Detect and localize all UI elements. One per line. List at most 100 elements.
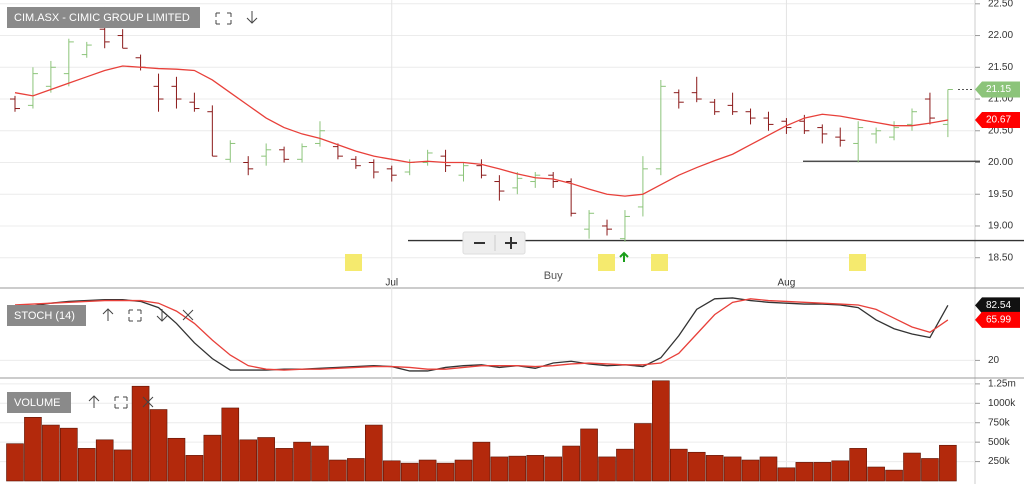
volume-bar bbox=[347, 458, 365, 482]
stoch-header[interactable]: STOCH (14) bbox=[7, 305, 86, 326]
volume-bar bbox=[293, 441, 311, 482]
y-tick-label: 21.00 bbox=[988, 94, 1013, 105]
zoom-control[interactable] bbox=[462, 231, 526, 255]
volume-bar bbox=[364, 424, 383, 482]
moving-average bbox=[14, 65, 948, 197]
volume-bar bbox=[6, 443, 24, 482]
volume-bar bbox=[382, 460, 401, 482]
volume-header[interactable]: VOLUME bbox=[7, 392, 71, 413]
price-header[interactable]: CIM.ASX - CIMIC GROUP LIMITED bbox=[7, 7, 200, 28]
close-icon[interactable] bbox=[182, 309, 194, 321]
volume-bar bbox=[562, 445, 580, 482]
value-tag bbox=[975, 111, 1020, 128]
volume-bar bbox=[490, 456, 509, 482]
title-button[interactable] bbox=[7, 7, 200, 28]
value-tag bbox=[975, 81, 1020, 98]
chart-title: CIM.ASX - CIMIC GROUP LIMITED bbox=[14, 12, 190, 24]
expand-icon[interactable] bbox=[215, 12, 232, 25]
volume-bar bbox=[885, 469, 903, 482]
down-icon[interactable] bbox=[156, 309, 168, 322]
volume-bar bbox=[436, 462, 455, 482]
volume-bar bbox=[400, 462, 419, 482]
volume-bar bbox=[257, 437, 275, 482]
y-tick-label: 20.00 bbox=[988, 157, 1013, 168]
note-icon[interactable] bbox=[598, 254, 615, 271]
zoom-icons[interactable] bbox=[474, 237, 517, 249]
up-icon[interactable] bbox=[88, 395, 100, 408]
volume-bar bbox=[311, 445, 329, 482]
value-tag-label: 21.15 bbox=[986, 84, 1011, 95]
value-tag-label: 65.99 bbox=[986, 315, 1011, 326]
title-button[interactable] bbox=[7, 305, 86, 326]
down-icon[interactable] bbox=[246, 11, 258, 24]
y-tick-label: 250k bbox=[988, 456, 1011, 467]
volume-bar bbox=[508, 455, 527, 482]
note-icon[interactable] bbox=[651, 254, 668, 271]
volume-bar bbox=[723, 456, 742, 482]
expand-icon[interactable] bbox=[114, 396, 128, 409]
volume-bar bbox=[544, 456, 563, 482]
volume-bar bbox=[60, 427, 78, 482]
y-tick-label: 19.00 bbox=[988, 221, 1013, 232]
volume-bar bbox=[24, 416, 42, 482]
y-tick-label: 19.50 bbox=[988, 189, 1013, 200]
annotation: Buy bbox=[544, 270, 563, 282]
y-tick-label: 750k bbox=[988, 417, 1011, 428]
x-tick-label: Jul bbox=[385, 278, 398, 289]
note-icon[interactable] bbox=[849, 254, 866, 271]
volume-bar bbox=[95, 439, 114, 482]
expand-icon[interactable] bbox=[128, 309, 142, 322]
y-tick-label: 20.50 bbox=[988, 125, 1013, 136]
volume-bar bbox=[634, 423, 652, 482]
volume-bar bbox=[77, 448, 96, 482]
volume-bar bbox=[616, 448, 634, 482]
volume-bar bbox=[705, 455, 724, 482]
value-tag bbox=[975, 297, 1020, 314]
volume-bar bbox=[777, 467, 796, 482]
volume-bar bbox=[669, 448, 688, 482]
close-icon[interactable] bbox=[142, 396, 154, 408]
volume-bar bbox=[580, 428, 598, 482]
up-icon[interactable] bbox=[102, 308, 114, 321]
volume-bar bbox=[239, 439, 258, 482]
signal-arrow bbox=[619, 251, 629, 262]
y-tick-label: 1.25m bbox=[988, 379, 1016, 390]
volume-bar bbox=[42, 424, 60, 482]
x-tick-label: Aug bbox=[778, 278, 796, 289]
value-tag-label: 82.54 bbox=[986, 300, 1011, 311]
value-tag bbox=[975, 311, 1020, 328]
note-icons[interactable] bbox=[345, 254, 866, 271]
volume-bar bbox=[867, 466, 885, 482]
y-tick-label: 21.50 bbox=[988, 62, 1013, 73]
volume-bar bbox=[813, 462, 832, 482]
y-tick-label: 1000k bbox=[988, 398, 1016, 409]
value-tag-label: 20.67 bbox=[986, 115, 1011, 126]
volume-bar bbox=[921, 458, 939, 482]
panel-title: VOLUME bbox=[14, 397, 60, 409]
y-tick-label: 22.00 bbox=[988, 30, 1013, 41]
note-icon[interactable] bbox=[345, 254, 362, 271]
volume-bar bbox=[598, 456, 616, 482]
volume-bar bbox=[221, 407, 240, 482]
volume-bar bbox=[454, 459, 473, 482]
title-button[interactable] bbox=[7, 392, 71, 413]
volume-bar bbox=[741, 459, 760, 482]
volume-bar bbox=[131, 385, 150, 482]
volume-bar bbox=[203, 434, 222, 482]
volume-bar bbox=[526, 455, 545, 482]
stoch-line bbox=[14, 298, 949, 371]
y-tick-label: 500k bbox=[988, 437, 1011, 448]
y-tick-label: 18.50 bbox=[988, 252, 1013, 263]
volume-bar bbox=[149, 409, 168, 482]
volume-bar bbox=[329, 459, 347, 482]
volume-bar bbox=[795, 462, 814, 482]
volume-bar bbox=[418, 459, 437, 482]
volume-bar bbox=[849, 448, 867, 482]
volume-bar bbox=[939, 444, 957, 482]
volume-bar bbox=[831, 460, 850, 482]
volume-bar bbox=[275, 448, 293, 482]
volume-bar bbox=[759, 456, 778, 482]
stoch-line bbox=[14, 297, 949, 372]
panel-title: STOCH (14) bbox=[14, 310, 75, 322]
